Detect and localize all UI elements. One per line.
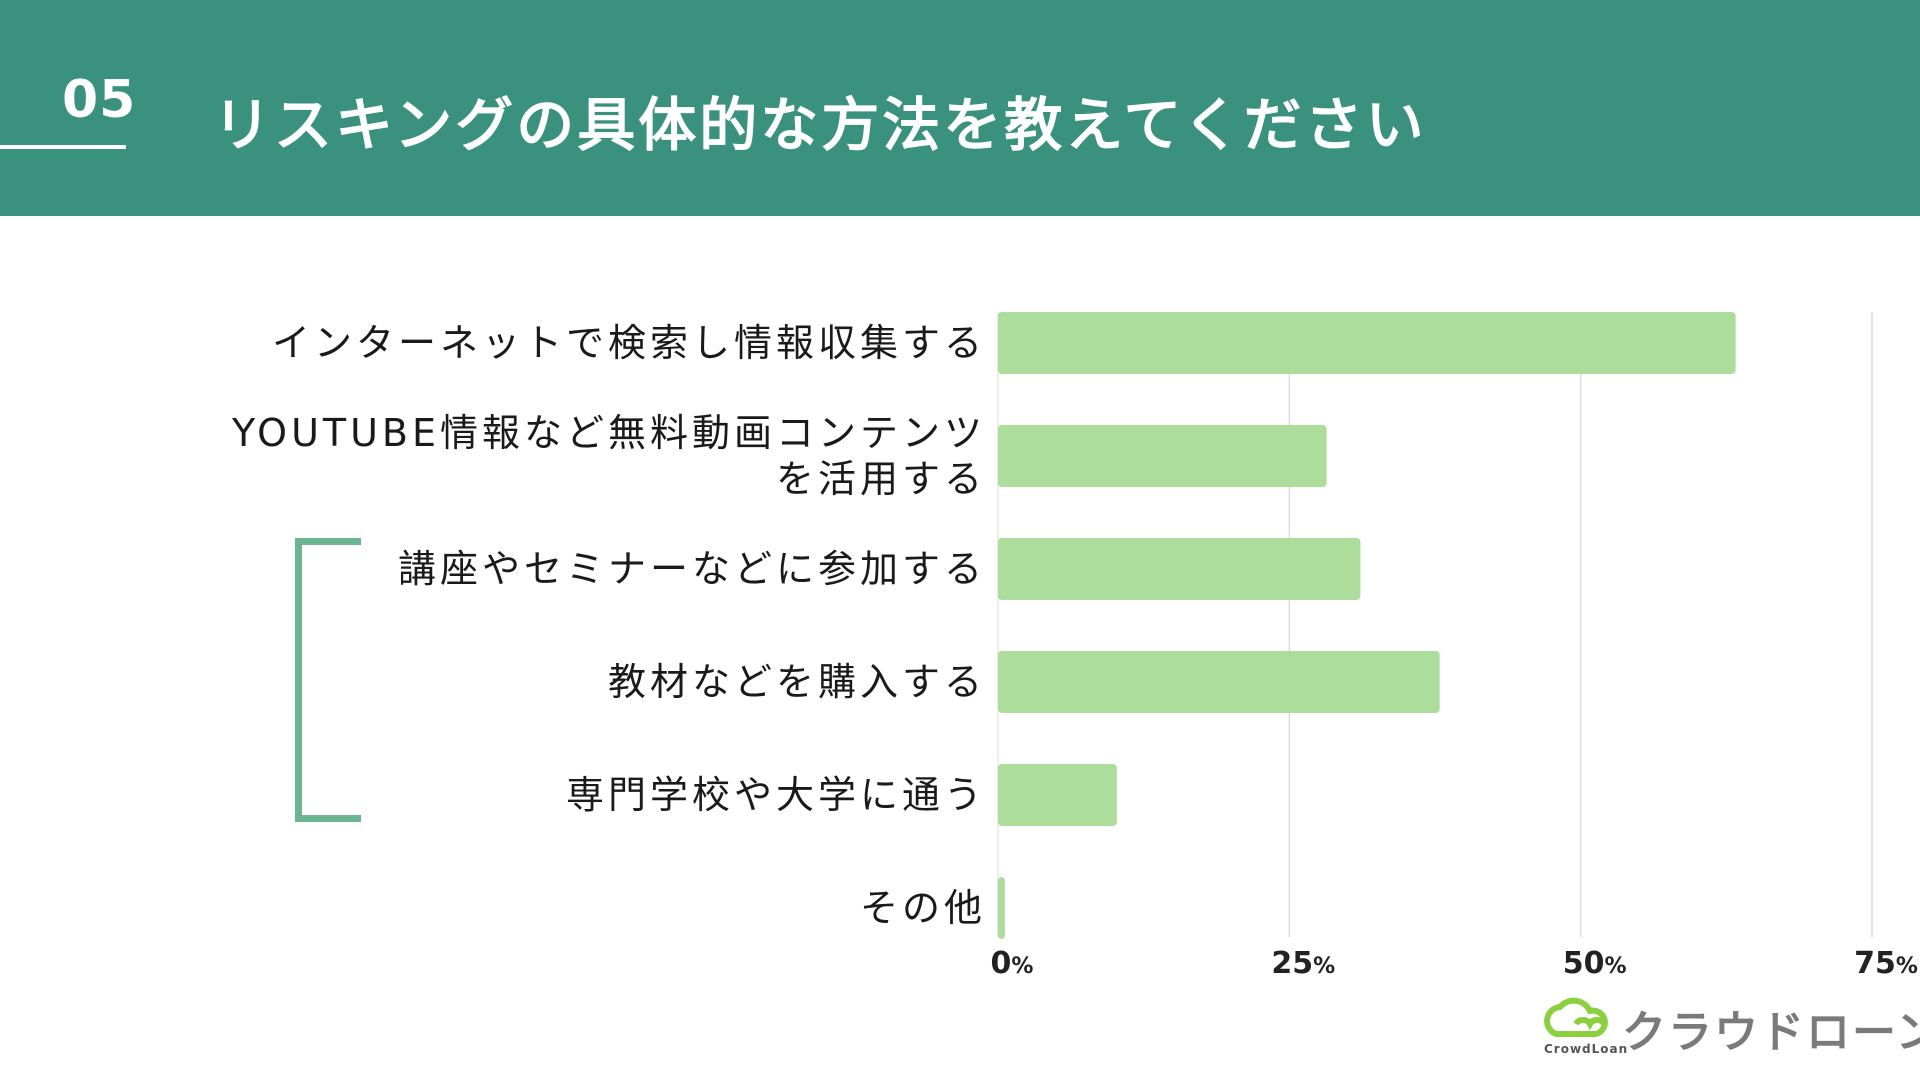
bar-4 <box>998 764 1117 826</box>
category-label-0: インターネットで検索し情報収集する <box>272 321 986 365</box>
grouping-bracket-top <box>295 538 361 545</box>
bar-2 <box>998 538 1361 600</box>
x-tick-value-50: 50 <box>1563 946 1605 981</box>
category-label-2: 講座やセミナーなどに参加する <box>398 547 986 591</box>
logo-sub: CrowdLoan <box>1544 1042 1629 1056</box>
x-tick-label-50: 50% <box>1563 946 1627 981</box>
x-tick-label-0: 0% <box>991 946 1034 981</box>
bar-chart: インターネットで検索し情報収集する YOUTUBE情報など無料動画コンテンツを活用… <box>231 312 1918 981</box>
grouping-bracket-bottom <box>295 815 361 822</box>
x-tick-value-0: 0 <box>991 946 1012 981</box>
category-label-4: 専門学校や大学に通う <box>566 773 986 817</box>
grouping-bracket <box>295 538 302 822</box>
x-tick-label-75: 75% <box>1854 946 1918 981</box>
bar-1 <box>998 425 1327 487</box>
x-tick-label-25: 25% <box>1271 946 1335 981</box>
x-tick-unit-50: % <box>1605 954 1627 979</box>
x-tick-unit-25: % <box>1313 954 1335 979</box>
category-label-5: その他 <box>860 886 986 930</box>
category-label-3: 教材などを購入する <box>608 660 986 704</box>
number-underline <box>0 145 126 149</box>
bar-5 <box>998 877 1005 939</box>
page-title: リスキングの具体的な方法を教えてください <box>213 91 1427 159</box>
bar-3 <box>998 651 1440 713</box>
category-label-1-line-1: を活用する <box>776 457 986 501</box>
x-tick-value-25: 25 <box>1271 946 1313 981</box>
x-tick-unit-75: % <box>1896 954 1918 979</box>
x-tick-value-75: 75 <box>1854 946 1896 981</box>
logo-text: クラウドローン <box>1622 1007 1920 1058</box>
slide-number: 05 <box>62 70 137 130</box>
category-label-1-line-0: YOUTUBE情報など無料動画コンテンツ <box>231 411 986 455</box>
cloud-logo-icon <box>1544 997 1608 1037</box>
bar-0 <box>998 312 1736 374</box>
x-tick-unit-0: % <box>1011 954 1033 979</box>
header-banner: 05 リスキングの具体的な方法を教えてください <box>0 0 1920 216</box>
